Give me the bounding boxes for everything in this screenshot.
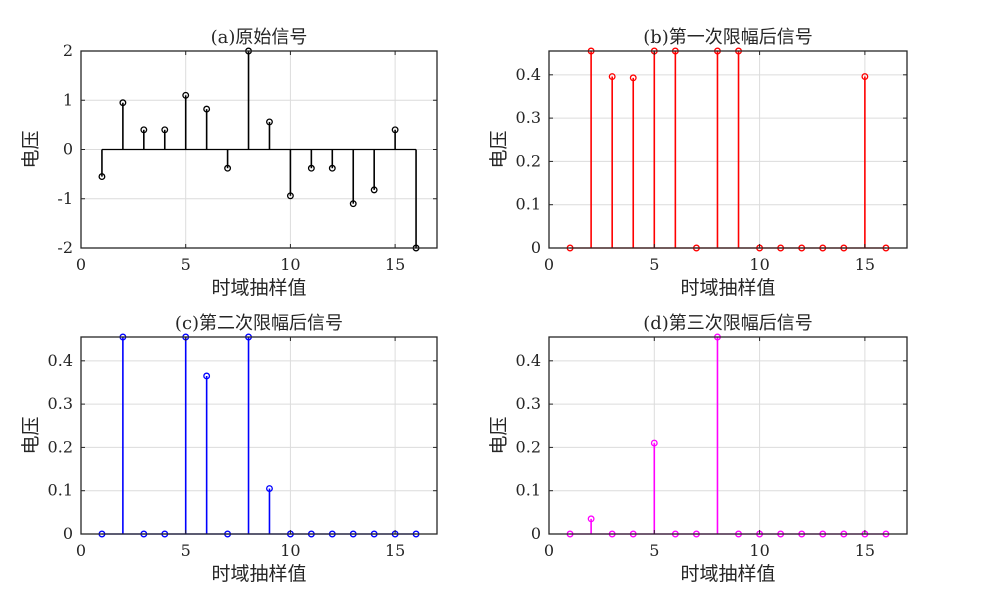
chart-title-d: (d)第三次限幅后信号 [643,313,813,334]
y-tick-label-a-2: 0 [63,140,73,159]
y-tick-label-b-3: 0.3 [516,108,541,127]
x-tick-label-b-2: 10 [749,255,769,274]
stem-marker-b-4 [629,74,637,82]
x-tick-label-d-0: 0 [544,541,554,560]
y-tick-label-b-1: 0.1 [516,195,541,214]
y-tick-label-b-0: 0 [531,238,541,257]
x-axis-label-a: 时域抽样值 [211,277,306,299]
y-tick-label-d-2: 0.2 [516,437,541,456]
stem-marker-a-2 [119,99,127,107]
x-tick-label-c-2: 10 [280,541,300,560]
y-tick-label-c-2: 0.2 [48,437,73,456]
x-tick-label-d-3: 15 [855,541,875,560]
y-tick-label-d-1: 0.1 [516,481,541,500]
x-tick-label-d-2: 10 [749,541,769,560]
axes-background-c [81,337,437,534]
axes-frame-c [80,336,438,535]
x-tick-label-b-0: 0 [544,255,554,274]
stem-marker-a-6 [203,105,211,113]
y-tick-label-b-4: 0.4 [516,65,541,84]
y-tick-label-a-0: -2 [57,238,73,257]
x-tick-label-a-3: 15 [385,255,405,274]
stem-marker-a-9 [266,118,273,126]
stem-marker-a-11 [307,164,315,172]
y-tick-label-c-4: 0.4 [48,351,73,370]
stem-marker-a-12 [328,164,336,172]
x-axis-label-b: 时域抽样值 [680,277,775,299]
stem-marker-d-2 [587,515,595,523]
stem-marker-c-9 [266,485,273,492]
y-tick-label-c-3: 0.3 [48,394,73,413]
y-axis-label-b: 电压 [488,130,510,168]
stem-marker-a-1 [98,173,106,181]
axes-frame-b [548,50,908,249]
stem-marker-a-10 [286,192,294,200]
stem-marker-a-3 [140,126,148,134]
chart-title-c: (c)第二次限幅后信号 [175,313,343,334]
axes-background-b [549,51,907,248]
x-axis-label-d: 时域抽样值 [680,563,775,585]
x-tick-label-c-1: 5 [181,541,191,560]
y-tick-label-d-3: 0.3 [516,394,541,413]
y-tick-label-a-4: 2 [63,41,73,60]
axes-frame-d [548,336,908,535]
axes-background-d [549,337,907,534]
x-tick-label-a-2: 10 [280,255,300,274]
x-tick-label-a-0: 0 [76,255,86,274]
y-tick-label-a-3: 1 [63,90,73,109]
x-axis-label-c: 时域抽样值 [211,563,306,585]
x-tick-label-a-1: 5 [181,255,191,274]
stem-marker-a-5 [182,91,190,99]
stem-marker-a-15 [391,126,399,134]
y-axis-label-a: 电压 [20,130,42,168]
y-tick-label-b-2: 0.2 [516,151,541,170]
x-tick-label-d-1: 5 [649,541,659,560]
y-tick-label-c-1: 0.1 [48,481,73,500]
y-tick-label-a-1: -1 [57,189,73,208]
stem-marker-b-15 [861,73,869,80]
stem-marker-a-14 [370,186,378,194]
y-axis-label-c: 电压 [20,416,42,454]
y-tick-label-d-0: 0 [531,524,541,543]
x-tick-label-b-3: 15 [855,255,875,274]
stem-marker-a-7 [224,164,232,172]
x-tick-label-c-3: 15 [385,541,405,560]
stem-marker-a-4 [161,126,169,134]
x-tick-label-b-1: 5 [649,255,659,274]
chart-title-b: (b)第一次限幅后信号 [643,27,813,48]
x-tick-label-c-0: 0 [76,541,86,560]
stem-marker-a-13 [349,200,357,208]
stem-marker-b-3 [608,73,616,80]
stem-marker-d-5 [650,439,658,447]
y-axis-label-d: 电压 [488,416,510,454]
y-tick-label-c-0: 0 [63,524,73,543]
y-tick-label-d-4: 0.4 [516,351,541,370]
chart-title-a: (a)原始信号 [211,27,308,48]
stem-marker-c-6 [203,372,211,380]
